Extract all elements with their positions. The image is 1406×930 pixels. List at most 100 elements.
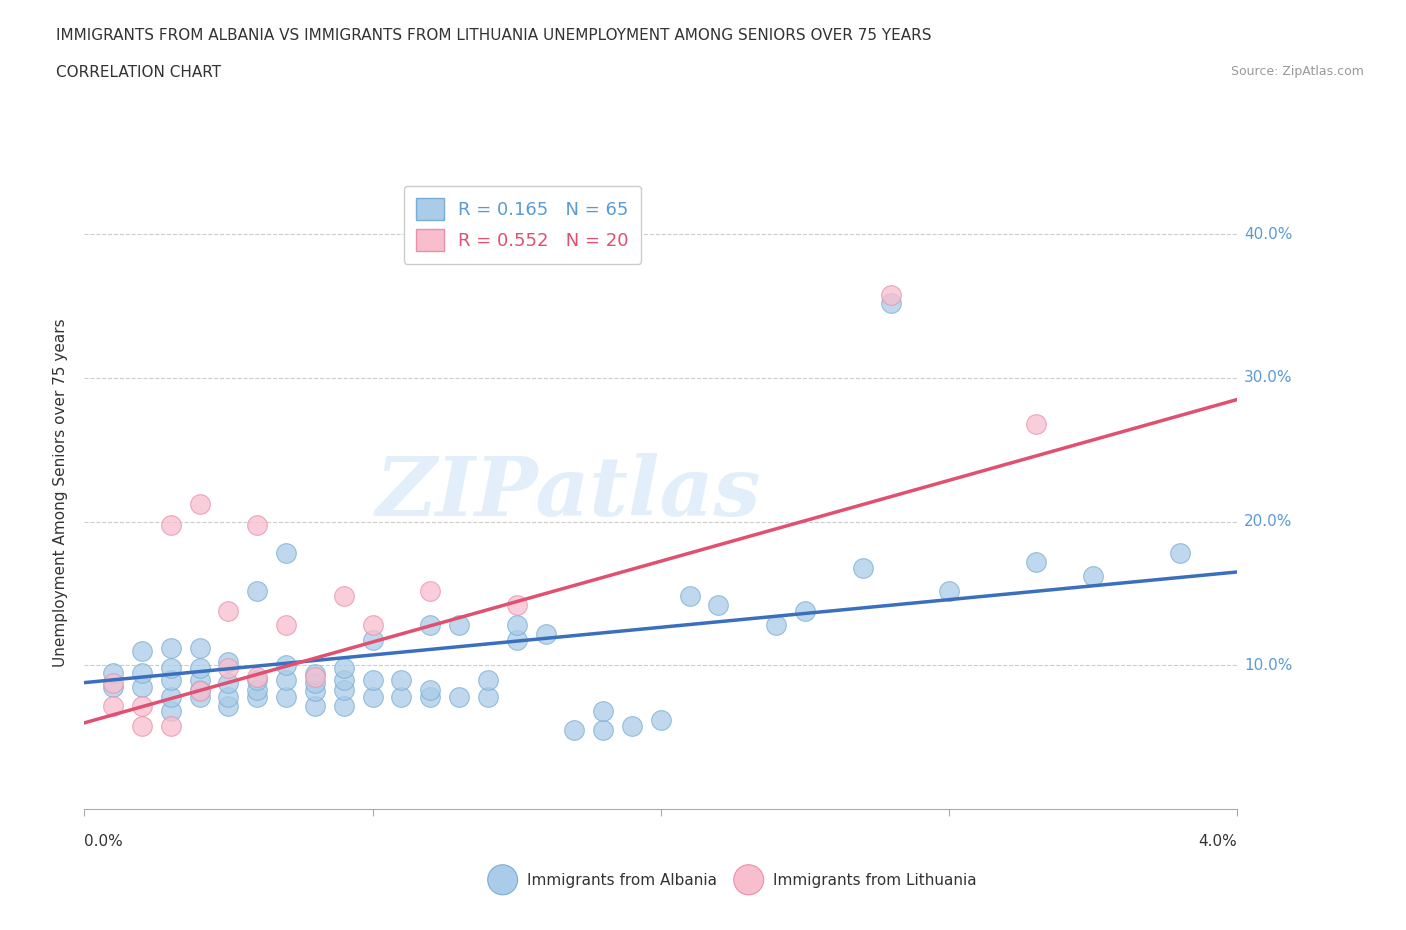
Point [246, 583, 269, 598]
Point [160, 672, 183, 687]
Point [131, 698, 153, 713]
Text: 30.0%: 30.0% [1244, 370, 1292, 385]
Point [419, 618, 441, 632]
Point [506, 618, 529, 632]
Point [188, 683, 211, 698]
Point [160, 689, 183, 704]
Point [938, 583, 960, 598]
Point [361, 689, 384, 704]
Point [765, 618, 787, 632]
Point [477, 689, 499, 704]
Point [1024, 554, 1046, 569]
Point [274, 618, 298, 632]
Point [389, 672, 413, 687]
Point [188, 661, 211, 676]
Point [477, 672, 499, 687]
Text: Source: ZipAtlas.com: Source: ZipAtlas.com [1230, 65, 1364, 78]
Point [851, 560, 873, 575]
Point [332, 589, 354, 604]
Point [160, 517, 183, 532]
Point [793, 604, 815, 618]
Text: Immigrants from Albania: Immigrants from Albania [527, 873, 717, 888]
Point [679, 589, 702, 604]
Point [880, 287, 903, 302]
Point [361, 672, 384, 687]
Point [188, 641, 211, 656]
Point [274, 672, 298, 687]
Text: 0.0%: 0.0% [84, 834, 124, 849]
Point [304, 698, 326, 713]
Point [1168, 546, 1191, 561]
Point [880, 296, 903, 311]
Point [304, 684, 326, 698]
Point [274, 658, 298, 672]
Point [217, 604, 239, 618]
Point [361, 618, 384, 632]
Point [506, 632, 529, 647]
Point [304, 670, 326, 684]
Text: ZIPatlas: ZIPatlas [375, 453, 761, 533]
Point [246, 672, 269, 687]
Point [650, 712, 672, 727]
Text: 20.0%: 20.0% [1244, 514, 1292, 529]
Point [562, 723, 586, 737]
Point [332, 661, 354, 676]
Point [103, 675, 124, 690]
Point [246, 689, 269, 704]
Point [419, 683, 441, 698]
Point [389, 689, 413, 704]
Ellipse shape [488, 865, 517, 895]
Point [188, 497, 211, 512]
Point [160, 661, 183, 676]
Point [419, 583, 441, 598]
Point [217, 655, 239, 670]
Text: 4.0%: 4.0% [1198, 834, 1237, 849]
Point [447, 618, 470, 632]
Point [534, 626, 557, 641]
Point [246, 670, 269, 684]
Point [246, 517, 269, 532]
Point [160, 718, 183, 733]
Point [246, 683, 269, 698]
Text: IMMIGRANTS FROM ALBANIA VS IMMIGRANTS FROM LITHUANIA UNEMPLOYMENT AMONG SENIORS : IMMIGRANTS FROM ALBANIA VS IMMIGRANTS FR… [56, 28, 932, 43]
Point [188, 672, 211, 687]
Point [707, 598, 730, 613]
Point [274, 546, 298, 561]
Point [506, 598, 529, 613]
Point [419, 689, 441, 704]
Point [188, 684, 211, 698]
Point [160, 641, 183, 656]
Text: 40.0%: 40.0% [1244, 227, 1292, 242]
Ellipse shape [734, 865, 763, 895]
Point [274, 689, 298, 704]
Point [332, 683, 354, 698]
Point [1024, 417, 1046, 432]
Point [447, 689, 470, 704]
Point [361, 632, 384, 647]
Text: 10.0%: 10.0% [1244, 658, 1292, 673]
Point [217, 689, 239, 704]
Legend: R = 0.165   N = 65, R = 0.552   N = 20: R = 0.165 N = 65, R = 0.552 N = 20 [404, 186, 641, 264]
Point [131, 718, 153, 733]
Point [217, 675, 239, 690]
Point [103, 665, 124, 680]
Point [131, 665, 153, 680]
Point [304, 675, 326, 690]
Point [103, 698, 124, 713]
Point [103, 680, 124, 695]
Point [592, 723, 614, 737]
Text: CORRELATION CHART: CORRELATION CHART [56, 65, 221, 80]
Point [592, 704, 614, 719]
Point [304, 667, 326, 682]
Point [131, 680, 153, 695]
Point [217, 698, 239, 713]
Point [621, 718, 644, 733]
Text: Immigrants from Lithuania: Immigrants from Lithuania [773, 873, 977, 888]
Point [1083, 569, 1105, 584]
Point [188, 689, 211, 704]
Point [217, 661, 239, 676]
Point [131, 644, 153, 658]
Y-axis label: Unemployment Among Seniors over 75 years: Unemployment Among Seniors over 75 years [53, 319, 69, 667]
Point [332, 672, 354, 687]
Point [160, 704, 183, 719]
